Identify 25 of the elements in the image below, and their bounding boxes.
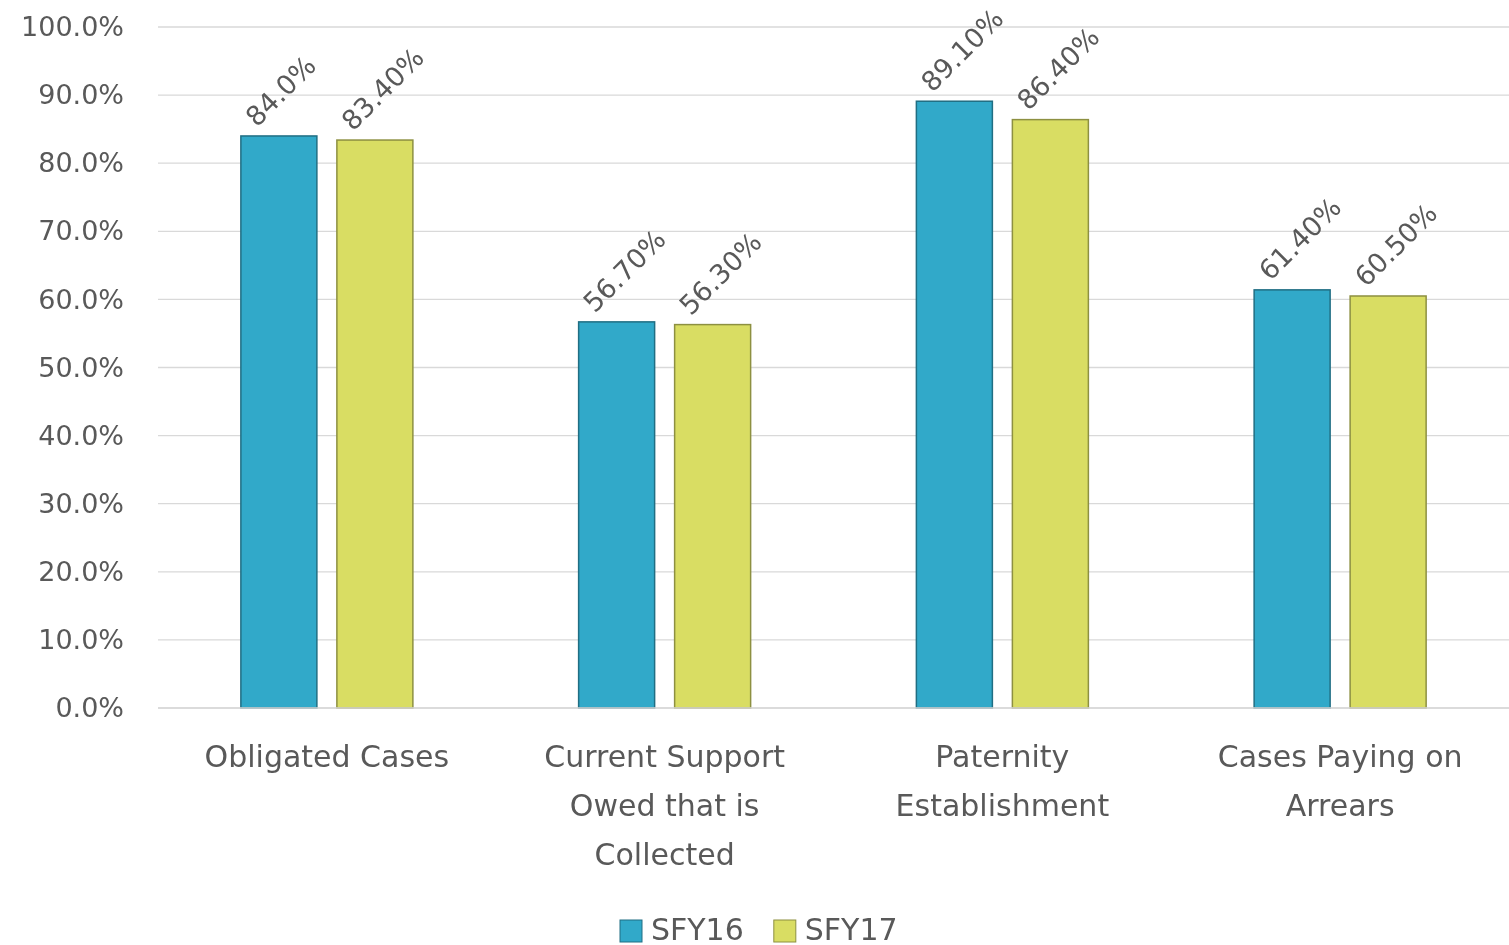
y-tick-label: 20.0%: [38, 555, 124, 587]
y-tick-label: 10.0%: [38, 624, 124, 656]
x-tick-label: Paternity Establishment: [895, 739, 1110, 823]
bar: [577, 321, 656, 709]
bar: [673, 323, 752, 709]
y-tick-label: 90.0%: [38, 79, 124, 111]
x-tick-label: Cases Paying on Arrears: [1217, 739, 1463, 823]
y-tick-label: 30.0%: [38, 487, 124, 519]
bar: [915, 100, 994, 709]
y-tick-label: 50.0%: [38, 351, 124, 383]
x-tick-label: Obligated Cases: [204, 739, 450, 774]
y-tick-label: 60.0%: [38, 283, 124, 315]
y-tick-label: 70.0%: [38, 215, 124, 247]
y-tick-label: 80.0%: [38, 147, 124, 179]
bar: [1011, 118, 1090, 709]
bar: [336, 139, 414, 709]
y-tick-label: 0.0%: [55, 692, 124, 724]
bar: [1253, 289, 1331, 709]
bar: [240, 135, 318, 709]
y-tick-label: 100.0%: [21, 11, 124, 43]
x-tick-label: Current Support Owed that is Collected: [544, 739, 786, 872]
y-tick-label: 40.0%: [38, 419, 124, 451]
legend-label: SFY17: [804, 912, 898, 945]
bar: [1349, 295, 1427, 709]
legend-label: SFY16: [651, 912, 744, 945]
